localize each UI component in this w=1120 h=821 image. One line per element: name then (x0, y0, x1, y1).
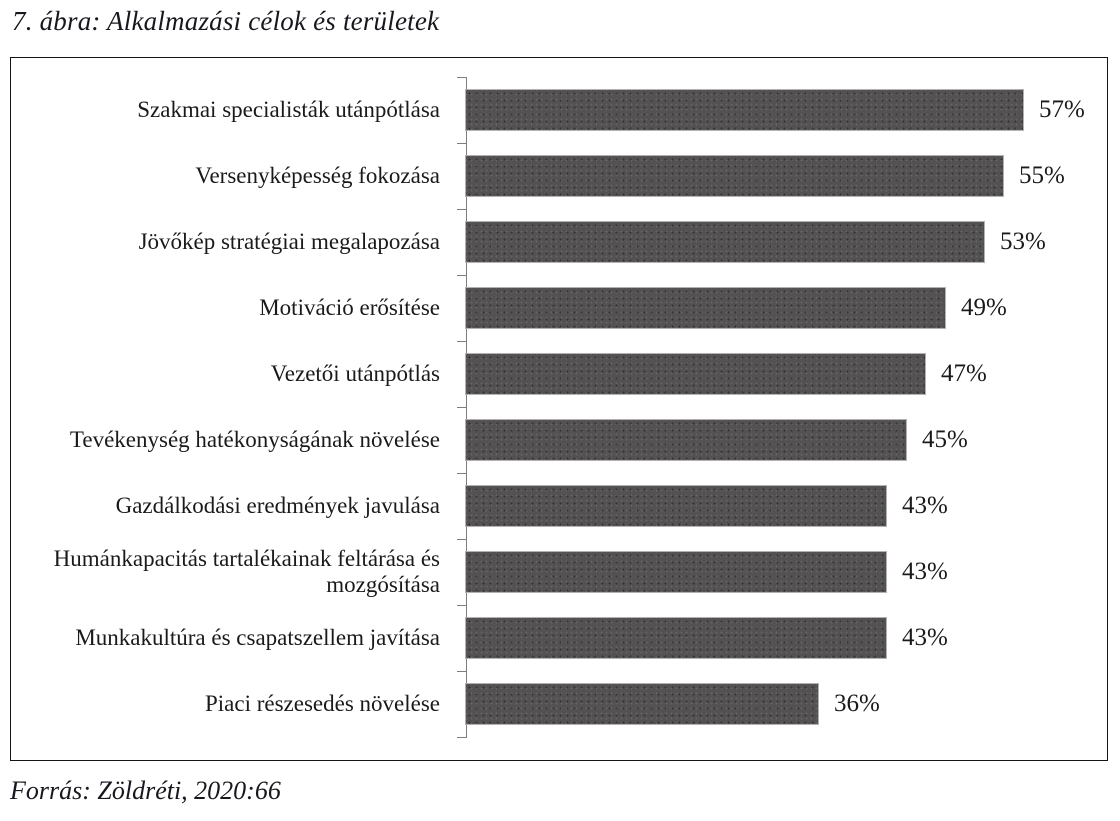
axis-tick (457, 341, 467, 342)
axis-tick (457, 539, 467, 540)
bar-area: 43% (466, 473, 1107, 539)
value-label: 53% (1000, 228, 1046, 255)
axis-tick (457, 737, 467, 738)
value-label: 49% (961, 294, 1007, 321)
bar (466, 90, 1023, 130)
bar (466, 288, 945, 328)
bar-row: Gazdálkodási eredmények javulása 43% (11, 473, 1107, 539)
value-label: 57% (1039, 96, 1085, 123)
bar-area: 47% (466, 341, 1107, 407)
category-label: Jövőkép stratégiai megalapozása (138, 229, 440, 254)
chart-frame: Szakmai specialisták utánpótlása 57% Ver… (10, 57, 1108, 761)
value-label: 55% (1019, 162, 1065, 189)
axis-tick (457, 209, 467, 210)
source-caption: Forrás: Zöldréti, 2020:66 (10, 776, 281, 805)
category-label: Motiváció erősítése (259, 295, 440, 320)
value-label: 43% (902, 558, 948, 585)
bar (466, 684, 818, 724)
value-label: 45% (922, 426, 968, 453)
bar-row: Versenyképesség fokozása 55% (11, 143, 1107, 209)
bar-area: 43% (466, 605, 1107, 671)
bar (466, 222, 984, 262)
axis-tick (457, 77, 467, 78)
bar-row: Jövőkép stratégiai megalapozása 53% (11, 209, 1107, 275)
value-label: 43% (902, 492, 948, 519)
category-label: Versenyképesség fokozása (195, 163, 440, 188)
axis-tick (457, 143, 467, 144)
category-label: Munkakultúra és csapatszellem javítása (75, 625, 440, 650)
value-label: 47% (941, 360, 987, 387)
bar-row: Piaci részesedés növelése 36% (11, 671, 1107, 737)
bar-area: 43% (466, 539, 1107, 605)
value-label: 43% (902, 624, 948, 651)
bar-row: Humánkapacitás tartalékainak feltárása é… (11, 539, 1107, 605)
category-label: Humánkapacitás tartalékainak feltárása é… (53, 546, 440, 597)
bar-area: 55% (466, 143, 1107, 209)
category-label: Piaci részesedés növelése (204, 691, 440, 716)
bar (466, 420, 906, 460)
axis-tick (457, 275, 467, 276)
bar (466, 618, 886, 658)
bar-row: Munkakultúra és csapatszellem javítása 4… (11, 605, 1107, 671)
bar-row: Tevékenység hatékonyságának növelése 45% (11, 407, 1107, 473)
bar-area: 57% (466, 77, 1107, 143)
value-label: 36% (834, 690, 880, 717)
bar-row: Vezetői utánpótlás 47% (11, 341, 1107, 407)
axis-tick (457, 605, 467, 606)
axis-tick (457, 671, 467, 672)
category-label: Szakmai specialisták utánpótlása (137, 97, 440, 122)
category-label: Vezetői utánpótlás (270, 361, 440, 386)
chart-area: Szakmai specialisták utánpótlása 57% Ver… (11, 77, 1107, 737)
bar (466, 486, 886, 526)
bar-row: Szakmai specialisták utánpótlása 57% (11, 77, 1107, 143)
bar-area: 53% (466, 209, 1107, 275)
bar-row: Motiváció erősítése 49% (11, 275, 1107, 341)
bar (466, 354, 925, 394)
axis-tick (457, 473, 467, 474)
bar (466, 552, 886, 592)
category-label: Tevékenység hatékonyságának növelése (69, 427, 440, 452)
category-label: Gazdálkodási eredmények javulása (115, 493, 440, 518)
bar-area: 49% (466, 275, 1107, 341)
bar (466, 156, 1003, 196)
bar-area: 36% (466, 671, 1107, 737)
bar-area: 45% (466, 407, 1107, 473)
y-axis-line (457, 77, 467, 738)
figure-title: 7. ábra: Alkalmazási célok és területek (12, 6, 440, 36)
axis-tick (457, 407, 467, 408)
